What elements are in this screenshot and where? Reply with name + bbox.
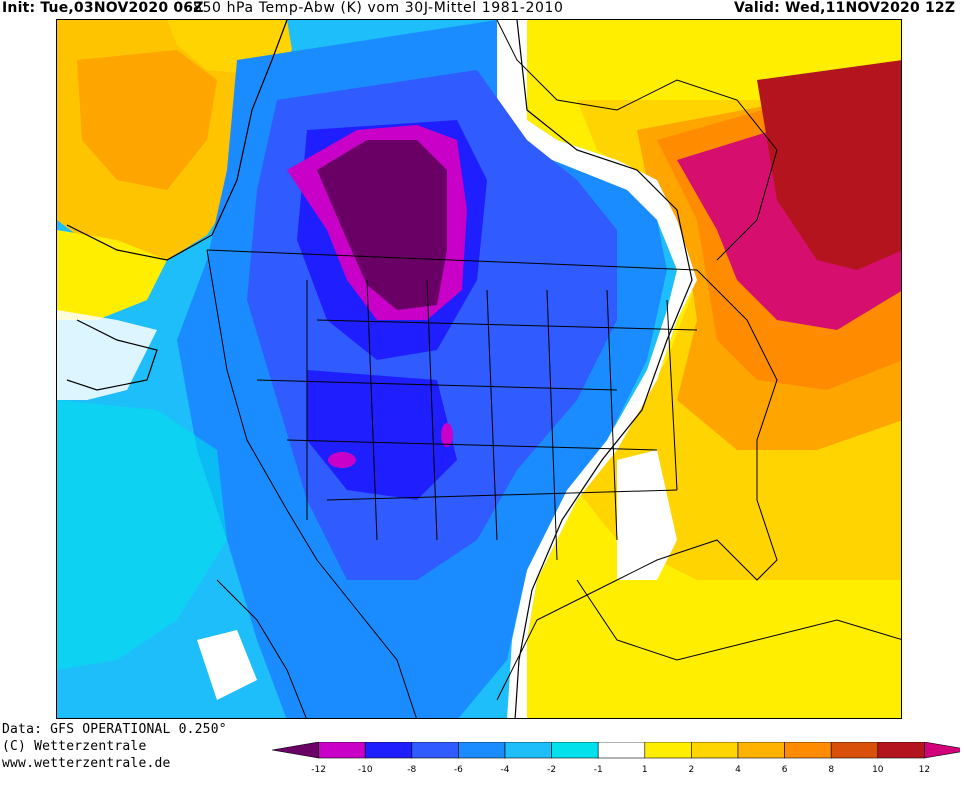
canada-us-border [206,249,698,271]
legend-tick-label: -4 [501,765,510,775]
anomaly-map-svg [57,20,901,718]
cold-spot-1 [328,452,356,468]
meridian-5 [546,289,558,561]
zero-contour-patch [66,319,158,391]
boundary-lines [206,20,901,718]
legend-tick-label: 8 [828,765,834,775]
legend-swatch [877,741,925,759]
color-legend-svg: -12 -10 -8 -6 -4 -2 -1 1 2 4 6 8 10 12 [271,741,964,775]
legend-swatch [551,741,599,759]
legend-swatch [411,741,459,759]
legend-swatch [737,741,785,759]
west-coast [206,249,417,718]
legend-swatch [318,741,366,759]
legend-swatch [644,741,692,759]
state-line-1 [316,319,698,331]
legend-tick-label: 12 [919,765,930,775]
init-time: Init: Tue,03NOV2020 06Z [2,0,204,16]
neutral-band [497,20,697,718]
copyright-label: (C) Wetterzentrale [2,739,147,754]
legend-tick-label: -1 [594,765,603,775]
legend-tick-label: -2 [547,765,556,775]
legend-tick-label: 10 [872,765,884,775]
meridian-6 [606,289,618,541]
pacific-white-spot [197,630,257,700]
legend-swatch [364,741,413,759]
pacific-warm-core [77,50,217,190]
legend-swatch [784,741,832,759]
state-line-4 [326,489,678,501]
legend-swatch [830,741,879,759]
contour-lines [66,20,693,718]
valid-time: Valid: Wed,11NOV2020 12Z [734,0,956,16]
pacific-neutral-patch [57,310,157,400]
cold-core-deep [317,140,447,310]
gulf-white-spot [617,450,677,580]
anomaly-map[interactable] [56,19,902,719]
cold-spot-2 [441,423,453,447]
meridian-4 [486,289,498,541]
state-line-3 [286,439,658,451]
legend-tick-label: -6 [454,765,463,775]
legend-tick-label: -10 [358,765,373,775]
east-gulf-coast [496,269,778,701]
legend-tick-label: 1 [642,765,648,775]
color-legend: -12 -10 -8 -6 -4 -2 -1 1 2 4 6 8 10 12 [260,741,964,782]
website-link[interactable]: www.wetterzentrale.de [2,756,171,771]
map-title: 850 hPa Temp-Abw (K) vom 30J-Mittel 1981… [193,0,564,16]
legend-swatch [458,741,506,759]
baja-outline [216,579,307,718]
legend-swatch [597,741,646,759]
data-source-label: Data: GFS OPERATIONAL 0.250° [2,722,227,737]
meridian-7 [666,299,678,491]
legend-tick-label: -8 [407,765,416,775]
legend-tick-label: 2 [689,765,695,775]
legend-swatch [504,741,552,759]
state-line-2 [256,379,618,391]
legend-swatch [271,741,319,759]
pacific-cyan-patch [57,400,227,670]
zero-contour-west [66,20,288,261]
legend-tick-label: 6 [782,765,788,775]
meridian-2 [366,279,378,541]
legend-swatch [924,741,964,759]
hudson-outline [496,20,778,261]
legend-swatch [691,741,739,759]
zero-contour-east [514,20,693,718]
legend-tick-label: 4 [735,765,741,775]
pacific-yellow-south [57,230,167,320]
legend-tick-label: -12 [311,765,326,775]
gulf-mexico-outline [576,579,901,661]
northeast-red [757,60,901,270]
meridian-3 [426,279,438,541]
